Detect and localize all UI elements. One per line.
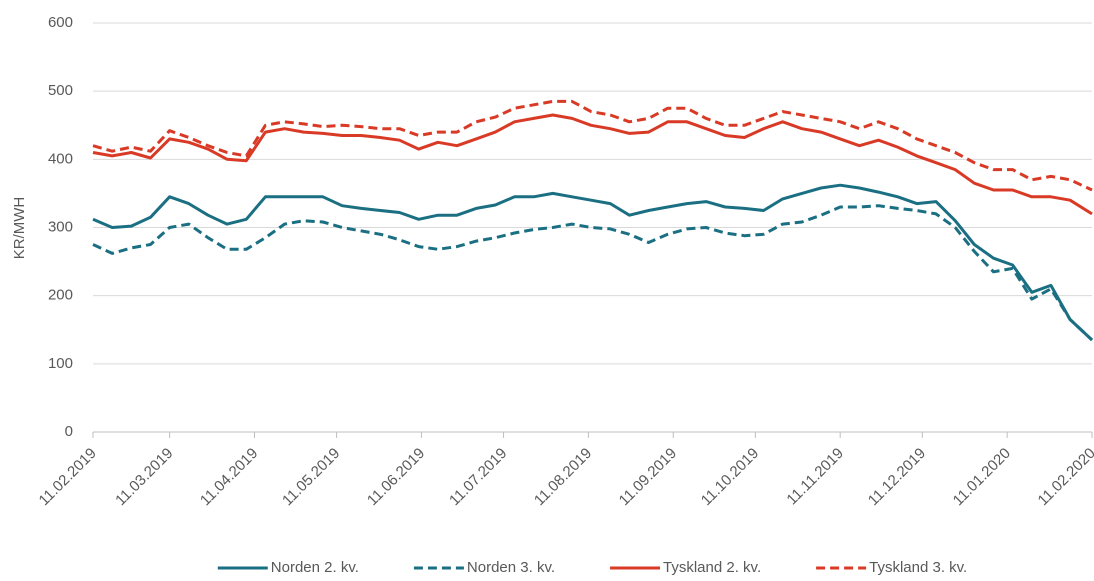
y-tick-label: 400 (48, 150, 73, 167)
x-tick-label: 11.02.2019 (36, 445, 100, 509)
x-tick-label: 11.01.2020 (950, 445, 1014, 509)
x-tick-label: 11.06.2019 (364, 445, 428, 509)
y-tick-label: 600 (48, 14, 73, 31)
series-line (92, 204, 1094, 342)
y-axis-label: KR/MWH (11, 197, 28, 260)
y-tick-label: 100 (48, 355, 73, 372)
x-tick-label: 11.11.2019 (783, 445, 847, 509)
x-tick-label: 11.10.2019 (698, 445, 762, 509)
y-tick-label: 200 (48, 287, 73, 304)
x-tick-label: 11.08.2019 (531, 445, 595, 509)
series-line (92, 113, 1093, 216)
y-tick-label: 500 (48, 82, 73, 99)
x-tick-label: 11.09.2019 (616, 445, 680, 509)
x-tick-label: 11.02.2020 (1035, 445, 1094, 509)
series-line (92, 183, 1094, 342)
x-tick-label: 11.07.2019 (446, 445, 510, 509)
legend-label: Norden 3. kv. (467, 559, 555, 576)
x-tick-label: 11.03.2019 (112, 445, 176, 509)
x-tick-label: 11.05.2019 (279, 445, 343, 509)
x-tick-label: 11.12.2019 (865, 445, 929, 509)
y-tick-label: 0 (65, 423, 73, 440)
y-tick-label: 300 (48, 218, 73, 235)
legend-label: Tyskland 2. kv. (663, 559, 761, 576)
legend-label: Tyskland 3. kv. (869, 559, 967, 576)
series-line (92, 99, 1093, 192)
legend-label: Norden 2. kv. (271, 559, 359, 576)
x-tick-label: 11.04.2019 (197, 445, 261, 509)
